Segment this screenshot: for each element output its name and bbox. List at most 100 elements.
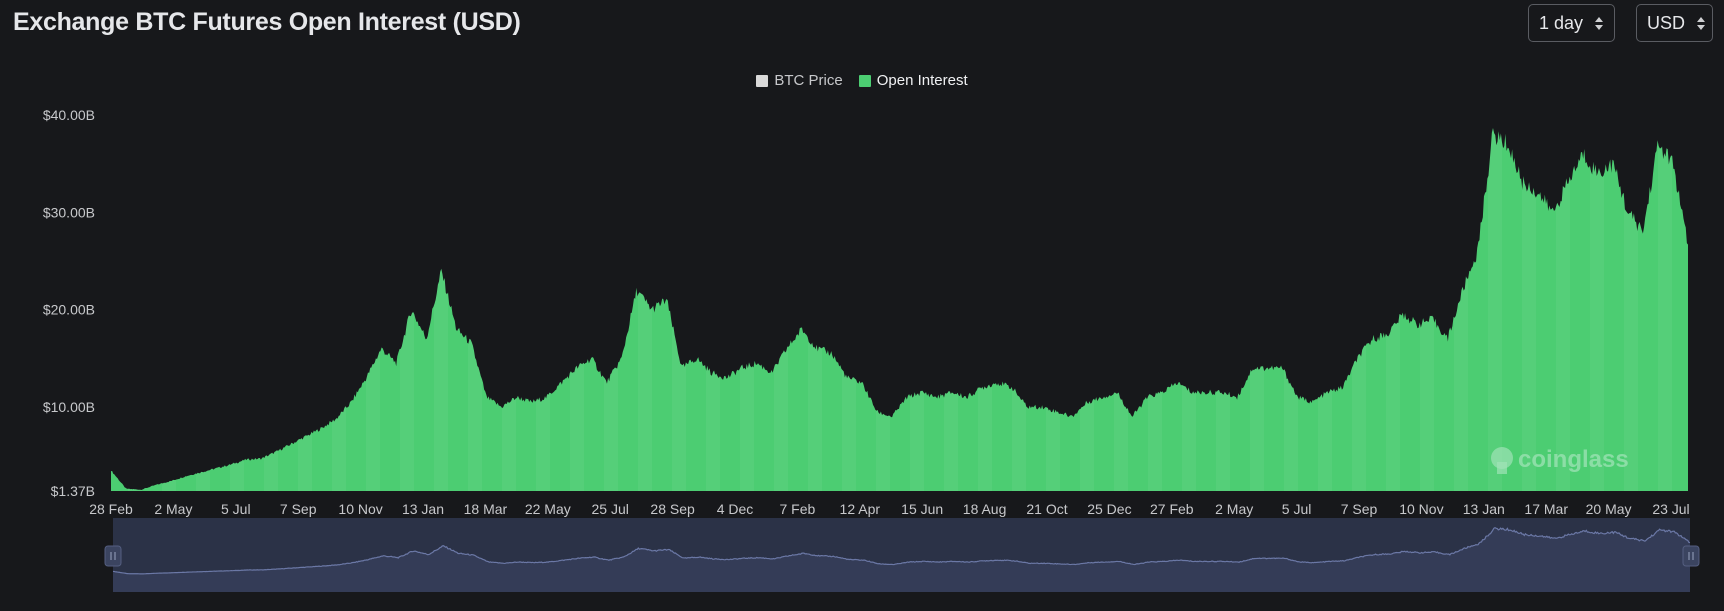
- texture-band: [1692, 105, 1706, 491]
- texture-band: [1250, 128, 1264, 491]
- texture-band: [774, 128, 788, 491]
- texture-band: [1216, 128, 1230, 491]
- texture-band: [910, 128, 924, 491]
- texture-band: [1012, 128, 1026, 491]
- texture-band: [366, 128, 380, 491]
- texture-band: [1318, 128, 1332, 491]
- legend-label-btc-price: BTC Price: [774, 72, 843, 89]
- texture-band: [434, 128, 448, 491]
- currency-select-value: USD: [1647, 12, 1686, 33]
- x-tick-label: 7 Sep: [280, 501, 317, 517]
- x-tick-label: 13 Jan: [402, 501, 444, 517]
- legend-label-open-interest: Open Interest: [876, 72, 968, 89]
- legend-item-btc-price[interactable]: BTC Price: [756, 72, 843, 89]
- texture-band: [1080, 128, 1094, 491]
- texture-band: [1624, 128, 1638, 491]
- x-tick-label: 10 Nov: [1399, 501, 1443, 517]
- currency-select[interactable]: USD: [1636, 4, 1713, 42]
- x-tick-label: 2 May: [154, 501, 192, 517]
- x-tick-label: 5 Jul: [221, 501, 251, 517]
- texture-band: [1590, 128, 1604, 491]
- x-tick-label: 25 Jul: [592, 501, 629, 517]
- texture-band: [1148, 128, 1162, 491]
- y-tick-label: $10.00B: [43, 399, 95, 415]
- x-tick-label: 7 Feb: [779, 501, 815, 517]
- texture-band: [876, 128, 890, 491]
- legend-item-open-interest[interactable]: Open Interest: [858, 72, 968, 89]
- texture-band: [1454, 128, 1468, 491]
- x-tick-label: 18 Mar: [464, 501, 508, 517]
- chart-legend: BTC Price Open Interest: [0, 72, 1724, 89]
- handle-grip-icon[interactable]: [104, 545, 122, 567]
- texture-band: [196, 128, 210, 491]
- texture-band: [1522, 128, 1536, 491]
- y-axis: $40.00B $30.00B $20.00B $10.00B $1.37B: [43, 107, 95, 499]
- texture-band: [1352, 128, 1366, 491]
- navigator-line: [112, 526, 1691, 575]
- texture-band: [162, 128, 176, 491]
- y-tick-label: $40.00B: [43, 107, 95, 123]
- texture-band: [638, 128, 652, 491]
- texture-band: [128, 128, 142, 491]
- texture-band: [1658, 128, 1672, 491]
- texture-band: [264, 128, 278, 491]
- y-tick-label: $30.00B: [43, 204, 95, 220]
- x-tick-label: 2 May: [1215, 501, 1253, 517]
- x-tick-label: 7 Sep: [1341, 501, 1378, 517]
- open-interest-area: [111, 128, 1688, 491]
- texture-band: [1386, 128, 1400, 491]
- x-tick-label: 12 Apr: [840, 501, 881, 517]
- x-tick-label: 28 Feb: [89, 501, 133, 517]
- x-tick-label: 21 Oct: [1026, 501, 1067, 517]
- y-tick-label: $1.37B: [51, 483, 95, 499]
- texture-band: [1114, 128, 1128, 491]
- texture-band: [536, 128, 550, 491]
- y-tick-label: $20.00B: [43, 302, 95, 318]
- texture-band: [1284, 128, 1298, 491]
- texture-band: [808, 128, 822, 491]
- texture-band: [1046, 128, 1060, 491]
- x-tick-label: 13 Jan: [1463, 501, 1505, 517]
- handle-grip-icon[interactable]: [1682, 545, 1700, 567]
- texture-band: [1488, 128, 1502, 491]
- texture-band: [604, 128, 618, 491]
- x-tick-label: 17 Mar: [1524, 501, 1568, 517]
- texture-band: [230, 128, 244, 491]
- texture-band: [706, 128, 720, 491]
- range-navigator[interactable]: [104, 518, 1700, 592]
- texture-band: [400, 128, 414, 491]
- legend-swatch-open-interest: [858, 74, 871, 87]
- texture-band: [298, 128, 312, 491]
- interval-select-value: 1 day: [1539, 12, 1584, 33]
- navigator-handle-left[interactable]: [104, 545, 122, 567]
- texture-band: [944, 128, 958, 491]
- texture-band: [1420, 128, 1434, 491]
- x-tick-label: 22 May: [525, 501, 571, 517]
- texture-band: [570, 128, 584, 491]
- x-tick-label: 10 Nov: [338, 501, 382, 517]
- chevron-updown-icon: [1595, 16, 1604, 30]
- texture-band: [740, 128, 754, 491]
- coinglass-logo-icon-stem: [1497, 462, 1507, 474]
- plot-area: [111, 105, 1706, 491]
- watermark-text: coinglass: [1518, 446, 1629, 473]
- interval-select[interactable]: 1 day: [1528, 4, 1615, 42]
- x-axis: 28 Feb 2 May 5 Jul 7 Sep 10 Nov 13 Jan 18 Mar 2…: [89, 501, 1689, 517]
- page-title: Exchange BTC Futures Open Interest (USD): [13, 8, 521, 36]
- x-tick-label: 20 May: [1586, 501, 1632, 517]
- x-tick-label: 23 Jul: [1652, 501, 1689, 517]
- legend-swatch-btc-price: [756, 74, 769, 87]
- texture-band: [502, 128, 516, 491]
- coinglass-logo-icon: [1491, 447, 1513, 469]
- texture-band: [332, 128, 346, 491]
- navigator-handle-right[interactable]: [1682, 545, 1700, 567]
- x-tick-label: 27 Feb: [1150, 501, 1194, 517]
- x-tick-label: 18 Aug: [963, 501, 1007, 517]
- watermark: coinglass: [1491, 446, 1629, 474]
- x-tick-label: 5 Jul: [1282, 501, 1312, 517]
- x-tick-label: 4 Dec: [717, 501, 754, 517]
- x-tick-label: 25 Dec: [1087, 501, 1131, 517]
- texture-band: [672, 128, 686, 491]
- texture-band: [468, 128, 482, 491]
